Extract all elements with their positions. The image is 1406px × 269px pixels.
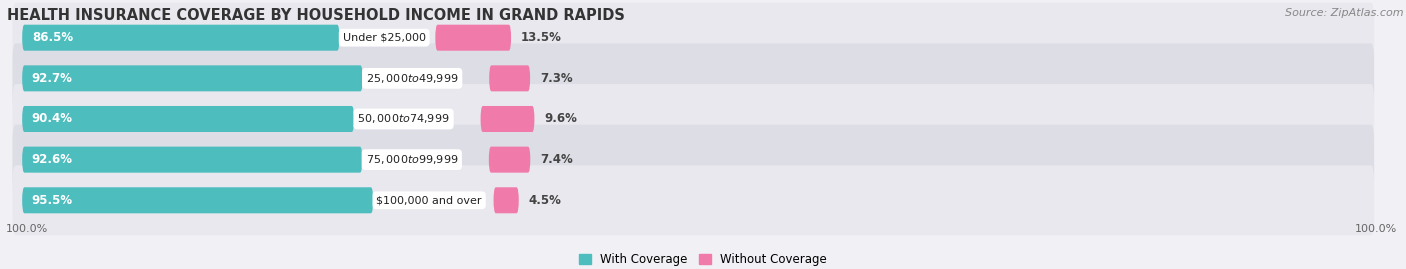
Text: 92.6%: 92.6% [32, 153, 73, 166]
FancyBboxPatch shape [13, 84, 1374, 154]
Text: 100.0%: 100.0% [6, 224, 48, 233]
FancyBboxPatch shape [489, 65, 530, 91]
Text: 100.0%: 100.0% [1354, 224, 1396, 233]
Text: 92.7%: 92.7% [32, 72, 73, 85]
FancyBboxPatch shape [13, 3, 1374, 73]
FancyBboxPatch shape [13, 125, 1374, 194]
Text: 4.5%: 4.5% [529, 194, 561, 207]
Text: 13.5%: 13.5% [520, 31, 561, 44]
FancyBboxPatch shape [22, 25, 339, 51]
FancyBboxPatch shape [22, 187, 373, 213]
Text: $75,000 to $99,999: $75,000 to $99,999 [366, 153, 458, 166]
Text: $100,000 and over: $100,000 and over [377, 195, 482, 205]
FancyBboxPatch shape [436, 25, 512, 51]
FancyBboxPatch shape [13, 43, 1374, 113]
FancyBboxPatch shape [22, 65, 363, 91]
FancyBboxPatch shape [494, 187, 519, 213]
FancyBboxPatch shape [13, 165, 1374, 235]
FancyBboxPatch shape [22, 106, 354, 132]
Text: $25,000 to $49,999: $25,000 to $49,999 [366, 72, 458, 85]
Text: Source: ZipAtlas.com: Source: ZipAtlas.com [1285, 8, 1403, 18]
Text: Under $25,000: Under $25,000 [343, 33, 426, 43]
Text: $50,000 to $74,999: $50,000 to $74,999 [357, 112, 450, 126]
FancyBboxPatch shape [22, 147, 363, 173]
Text: 95.5%: 95.5% [32, 194, 73, 207]
Text: 90.4%: 90.4% [32, 112, 73, 126]
FancyBboxPatch shape [489, 147, 530, 173]
Text: 7.3%: 7.3% [540, 72, 572, 85]
Legend: With Coverage, Without Coverage: With Coverage, Without Coverage [574, 248, 832, 269]
Text: 7.4%: 7.4% [540, 153, 572, 166]
FancyBboxPatch shape [481, 106, 534, 132]
Text: 9.6%: 9.6% [544, 112, 576, 126]
Text: HEALTH INSURANCE COVERAGE BY HOUSEHOLD INCOME IN GRAND RAPIDS: HEALTH INSURANCE COVERAGE BY HOUSEHOLD I… [7, 8, 624, 23]
Text: 86.5%: 86.5% [32, 31, 73, 44]
